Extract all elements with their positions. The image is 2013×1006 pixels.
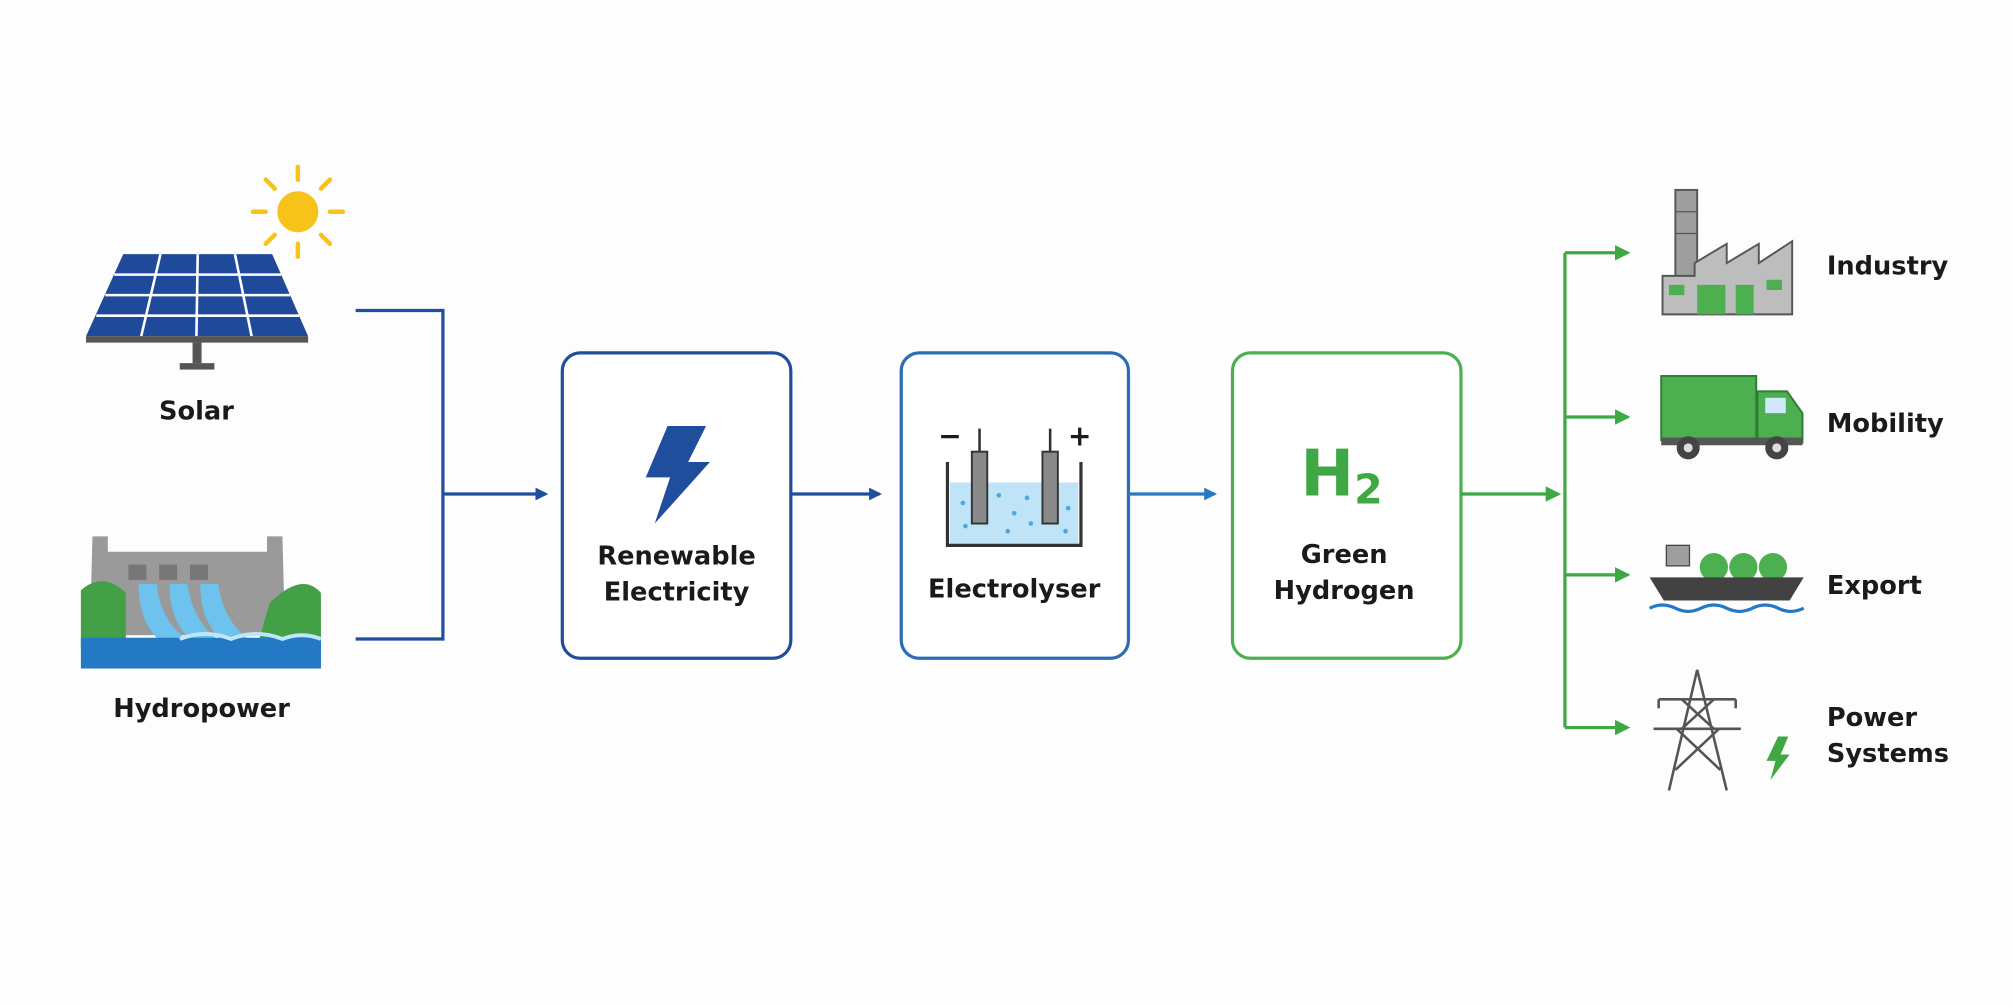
hydropower-icon [81,536,321,668]
mobility-icon-part [1772,443,1781,452]
mobility-icon-part [1765,398,1786,413]
use-label: Systems [1827,739,1949,769]
hydropower-icon-part [81,638,321,669]
electrolyser-icon-part-part [963,524,968,529]
industry-icon-part [1736,285,1754,315]
source-label: Hydropower [113,694,290,724]
diagram: Solar Hydropower Renewable Electricity −… [0,0,2013,1006]
mobility-icon [1661,376,1802,459]
mobility-icon-part [1661,376,1756,440]
export-icon [1650,545,1804,611]
step-label: Green [1301,540,1388,570]
solar-icon-part-part [321,235,330,244]
industry-icon-part [1767,280,1782,290]
h2-sub: 2 [1354,466,1383,514]
electrolyser-icon-part-part [1066,506,1071,511]
electrolyser-icon-part-part [996,493,1001,498]
electrode-sign: − [938,420,962,453]
electrolyser-icon-part-part [961,501,966,506]
source-label: Solar [159,396,234,426]
export-icon-part [1650,605,1804,611]
electrolyser-icon-part [972,452,987,524]
h2-base: H [1300,436,1354,511]
export-icon-part [1666,545,1689,566]
solar-icon [86,167,343,370]
electrolyser-icon-part [1042,452,1057,524]
electrolyser-icon-part-part [1025,496,1030,501]
uses-connector [1565,253,1628,728]
step-label: Renewable [597,541,755,571]
solar-icon-part-part [321,180,330,189]
solar-icon-part [277,191,318,232]
power-systems-icon-part [1675,699,1720,770]
lightning-icon [1767,737,1790,781]
solar-icon-part [180,363,215,369]
export-icon-part [1729,553,1757,581]
step-label: Electrolyser [928,575,1101,605]
use-label: Power [1827,703,1918,733]
industry-icon [1663,190,1793,314]
hydropower-icon-part [190,565,208,580]
use-label: Export [1827,571,1922,601]
solar-icon-part [86,336,308,342]
electrode-sign: + [1068,420,1092,453]
solar-icon-part-part [266,180,275,189]
solar-icon-part [193,343,202,364]
step-label: Hydrogen [1274,576,1415,606]
electrolyser-icon-part-part [1063,529,1068,534]
electrolyser-icon-part-part [1029,521,1034,526]
solar-icon-part-part [196,254,197,336]
source-connector-part [356,311,443,639]
export-icon-part [1759,553,1787,581]
hydropower-icon-part [128,565,146,580]
use-label: Mobility [1827,409,1944,439]
export-icon-part [1650,577,1804,600]
export-icon-part [1700,553,1728,581]
electrolyser-icon-part-part [1005,529,1010,534]
electrolyser-icon-part-part [1012,511,1017,516]
use-label: Industry [1827,251,1949,281]
solar-icon-part-part [266,235,275,244]
step-box [562,353,791,658]
industry-icon-part [1697,285,1725,315]
step-label: Electricity [604,577,750,607]
source-connector [356,311,546,639]
industry-icon-part [1669,285,1684,295]
hydropower-icon-part [159,565,177,580]
mobility-icon-part [1684,443,1693,452]
power-systems-icon [1654,670,1741,791]
